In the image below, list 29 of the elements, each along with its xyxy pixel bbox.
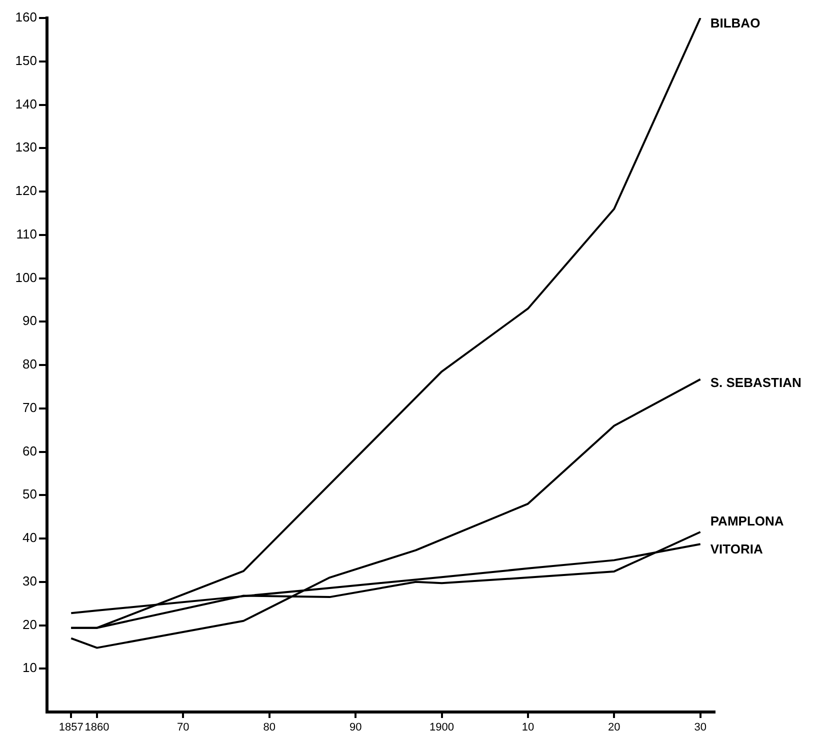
y-tick-label: 130 (15, 140, 37, 155)
y-tick-label: 20 (22, 616, 37, 632)
y-tick-label: 60 (22, 443, 37, 458)
series-label: S. SEBASTIAN (710, 374, 802, 390)
x-tick-label: 1900 (430, 722, 454, 734)
y-tick-label: 110 (16, 226, 37, 242)
y-tick-label: 80 (22, 356, 37, 372)
series-label: VITORIA (710, 542, 764, 557)
x-tick-label: 30 (694, 722, 706, 734)
series-label: BILBAO (710, 16, 760, 31)
x-tick-label: 1857 (58, 722, 84, 734)
y-tick-label: 160 (15, 10, 37, 25)
y-tick-label: 10 (22, 660, 37, 676)
y-tick-label: 150 (15, 52, 37, 68)
x-tick-label: 80 (263, 722, 276, 734)
x-tick-label: 1860 (84, 722, 110, 734)
y-tick-label: 90 (22, 313, 37, 328)
y-tick-label: 30 (22, 573, 37, 588)
y-tick-label: 40 (22, 530, 37, 546)
y-tick-label: 120 (15, 183, 37, 198)
series-label: PAMPLONA (710, 514, 784, 529)
x-tick-label: 10 (522, 722, 534, 734)
y-tick-label: 70 (22, 400, 37, 415)
x-tick-label: 20 (608, 722, 620, 734)
y-tick-label: 50 (22, 486, 37, 502)
x-tick-label: 90 (349, 722, 362, 734)
x-tick-label: 70 (177, 722, 190, 734)
y-tick-label: 140 (15, 96, 37, 112)
y-tick-label: 100 (15, 270, 37, 285)
